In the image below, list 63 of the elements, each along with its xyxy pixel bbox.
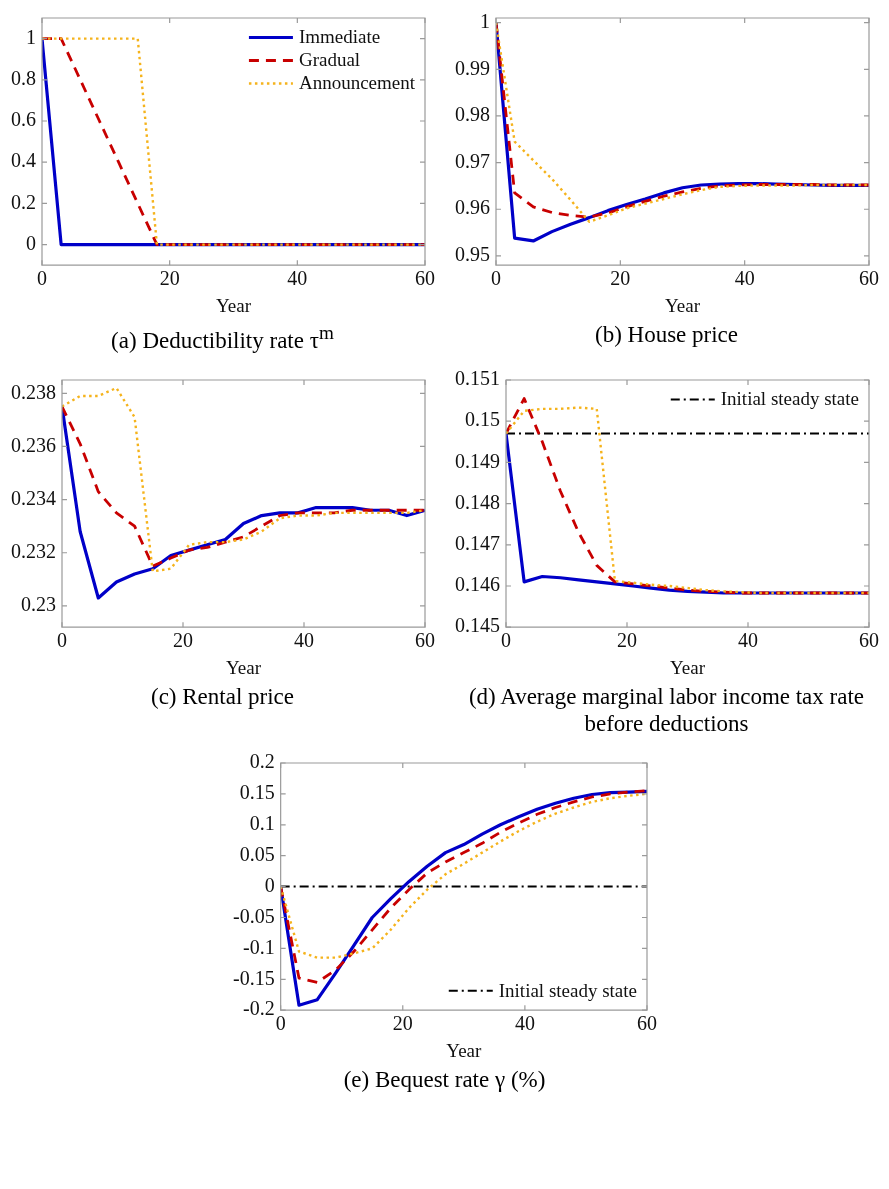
x-tick-label: 20 bbox=[172, 629, 193, 652]
y-tick-label: -0.05 bbox=[232, 904, 275, 927]
y-tick-label: 0.99 bbox=[454, 56, 490, 79]
y-tick-label: 0.145 bbox=[454, 614, 500, 637]
y-tick-label: 0.236 bbox=[10, 433, 56, 456]
y-tick-label: 0.95 bbox=[454, 243, 490, 266]
legend-label: Announcement bbox=[298, 72, 416, 94]
y-tick-label: 0.23 bbox=[20, 593, 56, 616]
x-axis-title: Year bbox=[664, 294, 701, 316]
text: (e) Bequest rate γ (%) bbox=[342, 1066, 547, 1094]
y-tick-label: 0.146 bbox=[454, 573, 500, 596]
legend-label: Initial steady state bbox=[498, 979, 637, 1001]
x-axis-title: Year bbox=[225, 656, 262, 678]
text: (b) House price bbox=[593, 322, 740, 349]
legend-label: Gradual bbox=[298, 49, 360, 71]
y-tick-label: 0 bbox=[25, 231, 36, 254]
y-tick-label: 0 bbox=[264, 873, 275, 896]
x-axis-title: Year bbox=[669, 656, 706, 678]
y-tick-label: 0.8 bbox=[10, 67, 36, 90]
y-tick-label: 0.15 bbox=[464, 408, 500, 431]
y-tick-label: 0.05 bbox=[239, 842, 275, 865]
text: (c) Rental price bbox=[150, 684, 295, 711]
y-tick-label: -0.15 bbox=[232, 966, 275, 989]
y-tick-label: 0.97 bbox=[454, 149, 490, 172]
x-axis-title: Year bbox=[215, 294, 252, 316]
y-tick-label: 0.147 bbox=[454, 532, 500, 555]
y-tick-label: 0.2 bbox=[10, 190, 36, 213]
y-tick-label: 0.2 bbox=[249, 750, 275, 773]
y-tick-label: -0.1 bbox=[242, 935, 275, 958]
x-tick-label: 20 bbox=[609, 267, 630, 290]
x-tick-label: 40 bbox=[734, 267, 755, 290]
text: (a) Deductibility rate τ$^{m}$ bbox=[110, 322, 335, 355]
y-tick-label: 0.234 bbox=[10, 486, 56, 509]
x-tick-label: 20 bbox=[616, 629, 637, 652]
y-tick-label: 1 bbox=[25, 25, 36, 48]
y-tick-label: 0.96 bbox=[454, 196, 490, 219]
y-tick-label: 0.98 bbox=[454, 103, 490, 126]
x-tick-label: 60 bbox=[414, 629, 435, 652]
text: (d) Average marginal labor income tax rate before deductions bbox=[467, 684, 866, 737]
x-tick-label: 20 bbox=[392, 1012, 413, 1035]
y-tick-label: 0.151 bbox=[454, 367, 500, 390]
x-tick-label: 40 bbox=[514, 1012, 535, 1035]
y-tick-label: -0.2 bbox=[242, 997, 275, 1020]
x-tick-label: 60 bbox=[858, 267, 879, 290]
legend-label: Initial steady state bbox=[720, 388, 859, 410]
y-tick-label: 0.232 bbox=[10, 540, 56, 563]
y-tick-label: 0.4 bbox=[10, 149, 36, 172]
legend-label: Immediate bbox=[298, 26, 380, 48]
x-tick-label: 60 bbox=[636, 1012, 657, 1035]
x-tick-label: 20 bbox=[159, 267, 180, 290]
y-tick-label: 0.238 bbox=[10, 380, 56, 403]
y-tick-label: 0.15 bbox=[239, 781, 275, 804]
y-tick-label: 0.148 bbox=[454, 490, 500, 513]
x-tick-label: 40 bbox=[737, 629, 758, 652]
y-tick-label: 0.1 bbox=[249, 812, 275, 835]
y-tick-label: 1 bbox=[479, 9, 490, 32]
y-tick-label: 0.149 bbox=[454, 449, 500, 472]
x-tick-label: 60 bbox=[414, 267, 435, 290]
x-tick-label: 40 bbox=[293, 629, 314, 652]
x-axis-title: Year bbox=[445, 1039, 482, 1061]
y-tick-label: 0.6 bbox=[10, 108, 36, 131]
x-tick-label: 40 bbox=[286, 267, 307, 290]
x-tick-label: 60 bbox=[858, 629, 879, 652]
